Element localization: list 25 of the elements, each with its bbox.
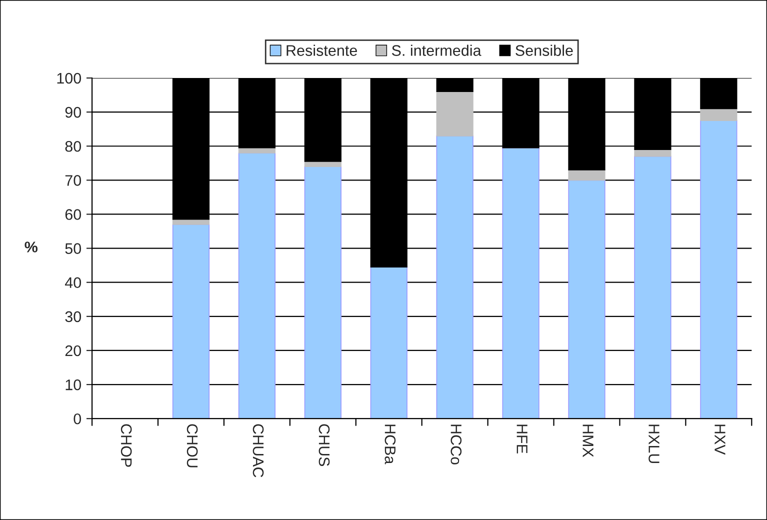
- x-tick-label: HXLU: [648, 424, 660, 464]
- x-tick-label: HMX: [582, 424, 594, 458]
- y-tick-label: 90: [65, 106, 82, 118]
- y-tick-label: 60: [65, 209, 82, 220]
- y-tick-label: 10: [66, 379, 82, 390]
- x-tick-label: CHUAC: [252, 424, 264, 478]
- y-tick-label: 80: [65, 140, 82, 152]
- legend-label: S. intermedia: [392, 44, 482, 56]
- x-tick-label: HCCo: [450, 424, 462, 464]
- y-tick-label: 50: [65, 243, 82, 254]
- x-tick-label: HFE: [516, 424, 528, 454]
- y-tick-label: 100: [57, 72, 82, 84]
- y-tick-label: 40: [64, 277, 82, 288]
- y-tick-label: 30: [65, 311, 82, 322]
- x-tick-label: CHUS: [318, 424, 330, 466]
- legend-label: Sensible: [516, 44, 573, 56]
- x-tick-label: HCBa: [384, 424, 396, 464]
- x-tick-label: CHOU: [186, 424, 198, 468]
- x-tick-label: HXV: [714, 424, 726, 455]
- y-axis-title: %: [24, 242, 38, 252]
- legend-label: Resistente: [286, 44, 357, 56]
- y-tick-label: 70: [65, 175, 82, 186]
- y-tick-label: 0: [74, 413, 82, 424]
- x-tick-label: CHOP: [120, 424, 132, 467]
- y-tick-label: 20: [65, 345, 82, 356]
